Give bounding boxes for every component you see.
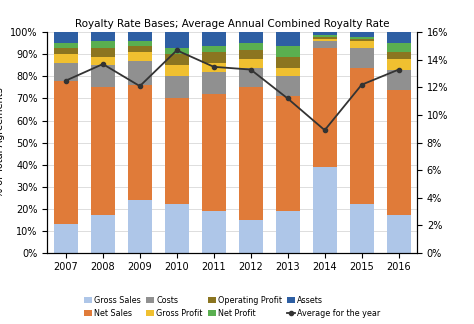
Bar xyxy=(165,98,189,204)
Bar xyxy=(128,52,152,61)
Bar xyxy=(128,32,152,41)
Average for the year xyxy=(359,83,365,87)
Bar xyxy=(165,54,189,65)
Bar xyxy=(387,59,410,70)
Bar xyxy=(350,32,374,37)
Bar xyxy=(313,35,337,37)
Bar xyxy=(350,48,374,68)
Line: Average for the year: Average for the year xyxy=(64,48,401,132)
Bar xyxy=(387,52,410,59)
Average for the year xyxy=(248,68,254,72)
Bar xyxy=(350,68,374,204)
Bar xyxy=(387,90,410,215)
Bar xyxy=(128,41,152,46)
Bar xyxy=(276,32,300,46)
Bar xyxy=(128,85,152,200)
Bar xyxy=(54,224,78,253)
Bar xyxy=(165,32,189,48)
Bar xyxy=(387,70,410,90)
Bar xyxy=(276,57,300,68)
Bar xyxy=(313,32,337,35)
Bar xyxy=(54,43,78,48)
Bar xyxy=(313,39,337,41)
Bar xyxy=(239,220,263,253)
Bar xyxy=(91,32,115,41)
Bar xyxy=(350,41,374,48)
Average for the year xyxy=(174,48,180,52)
Bar xyxy=(91,87,115,215)
Bar xyxy=(239,50,263,59)
Bar xyxy=(387,215,410,253)
Bar xyxy=(313,41,337,48)
Bar xyxy=(165,48,189,54)
Bar xyxy=(387,32,410,43)
Bar xyxy=(239,87,263,220)
Bar xyxy=(313,48,337,167)
Bar xyxy=(91,57,115,65)
Bar xyxy=(202,211,226,253)
Bar xyxy=(54,32,78,43)
Bar xyxy=(128,61,152,85)
Y-axis label: % of Total Agreements: % of Total Agreements xyxy=(0,88,5,197)
Bar xyxy=(350,37,374,39)
Legend: Gross Sales, Net Sales, Costs, Gross Profit, Operating Profit, Net Profit, Asset: Gross Sales, Net Sales, Costs, Gross Pro… xyxy=(82,293,383,320)
Bar xyxy=(202,46,226,52)
Bar xyxy=(387,43,410,52)
Bar xyxy=(54,48,78,54)
Average for the year xyxy=(137,84,143,88)
Bar xyxy=(91,65,115,87)
Average for the year xyxy=(211,65,217,69)
Bar xyxy=(202,32,226,46)
Bar xyxy=(350,204,374,253)
Average for the year xyxy=(396,68,401,72)
Bar xyxy=(239,32,263,43)
Bar xyxy=(350,39,374,41)
Bar xyxy=(128,200,152,253)
Average for the year xyxy=(285,97,291,100)
Title: Royalty Rate Bases; Average Annual Combined Royalty Rate: Royalty Rate Bases; Average Annual Combi… xyxy=(75,19,390,29)
Bar xyxy=(276,96,300,211)
Bar xyxy=(54,81,78,224)
Bar xyxy=(276,68,300,76)
Average for the year xyxy=(100,62,106,66)
Bar xyxy=(239,68,263,87)
Bar xyxy=(313,167,337,253)
Bar xyxy=(239,43,263,50)
Bar xyxy=(165,204,189,253)
Bar xyxy=(313,37,337,39)
Bar xyxy=(202,52,226,63)
Bar xyxy=(276,211,300,253)
Bar xyxy=(276,76,300,96)
Bar xyxy=(202,63,226,72)
Bar xyxy=(276,46,300,57)
Average for the year xyxy=(322,128,328,132)
Bar xyxy=(128,46,152,52)
Bar xyxy=(202,72,226,94)
Bar xyxy=(202,94,226,211)
Bar xyxy=(165,76,189,98)
Average for the year xyxy=(63,79,69,83)
Bar xyxy=(54,54,78,63)
Bar xyxy=(239,59,263,68)
Bar xyxy=(165,65,189,76)
Bar xyxy=(91,41,115,48)
Bar xyxy=(91,48,115,57)
Bar xyxy=(54,63,78,81)
Bar xyxy=(91,215,115,253)
